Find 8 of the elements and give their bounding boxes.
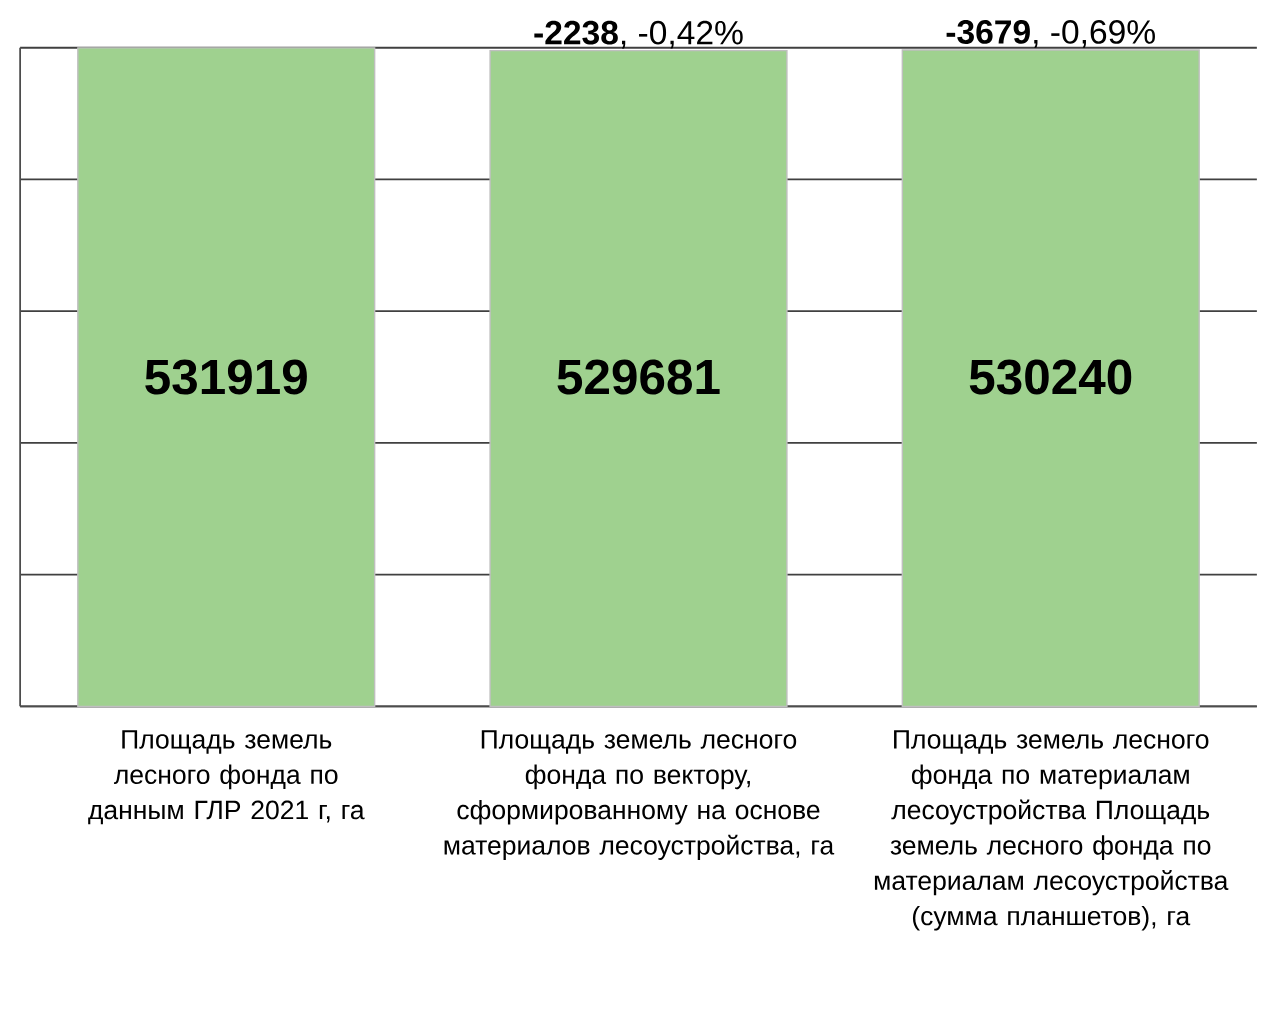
x-tick-label: Площадь земель лесного фонда по вектору, сформированному на основе материалов лесоустройства, га bbox=[444, 730, 835, 860]
annotation: -3679, -0,69% bbox=[946, 20, 1155, 48]
annotation: -2238, -0,42% bbox=[534, 20, 743, 49]
x-tick-label: Площадь земель лесного фонда по материалам лесоустройства Площадь земель лесного фонда по материалам лесоустройства (сумма планшетов), га bbox=[874, 730, 1229, 931]
data-label: 529681 bbox=[557, 359, 720, 395]
x-tick-label: Площадь земель лесного фонда по данным ГЛР 2021 г, га bbox=[88, 730, 365, 825]
data-label: 530240 bbox=[969, 359, 1132, 395]
data-label: 531919 bbox=[145, 359, 307, 395]
